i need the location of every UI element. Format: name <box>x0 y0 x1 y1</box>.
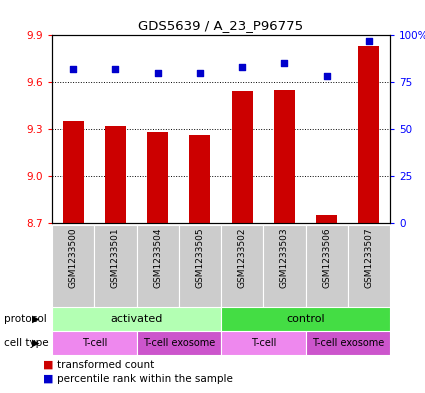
Text: T-cell: T-cell <box>251 338 276 348</box>
Point <box>154 70 161 76</box>
Bar <box>62 121 84 223</box>
Point <box>281 60 288 66</box>
Bar <box>147 132 168 223</box>
Text: control: control <box>286 314 325 324</box>
Text: T-cell exosome: T-cell exosome <box>143 338 215 348</box>
Text: GSM1233504: GSM1233504 <box>153 228 162 288</box>
Bar <box>221 331 306 355</box>
Bar <box>221 307 390 331</box>
Bar <box>52 331 136 355</box>
Bar <box>189 135 210 223</box>
Bar <box>263 225 306 307</box>
Text: percentile rank within the sample: percentile rank within the sample <box>57 374 233 384</box>
Bar <box>306 225 348 307</box>
Bar <box>274 90 295 223</box>
Text: cell type: cell type <box>4 338 49 348</box>
Bar <box>358 46 380 223</box>
Bar <box>221 225 263 307</box>
Text: ▶: ▶ <box>32 314 40 324</box>
Text: GSM1233503: GSM1233503 <box>280 228 289 288</box>
Point <box>323 73 330 79</box>
Text: ■: ■ <box>42 374 53 384</box>
Text: GSM1233501: GSM1233501 <box>111 228 120 288</box>
Bar <box>179 225 221 307</box>
Bar <box>348 225 390 307</box>
Point <box>239 64 246 70</box>
Text: ▶: ▶ <box>32 338 40 348</box>
Bar <box>306 331 390 355</box>
Text: T-cell: T-cell <box>82 338 107 348</box>
Bar <box>105 126 126 223</box>
Bar <box>136 331 221 355</box>
Point <box>366 37 372 44</box>
Point <box>70 66 76 72</box>
Title: GDS5639 / A_23_P96775: GDS5639 / A_23_P96775 <box>139 19 303 33</box>
Text: activated: activated <box>110 314 163 324</box>
Bar <box>232 92 253 223</box>
Bar <box>316 215 337 223</box>
Point <box>196 70 203 76</box>
Text: GSM1233500: GSM1233500 <box>68 228 78 288</box>
Point <box>112 66 119 72</box>
Text: transformed count: transformed count <box>57 360 155 370</box>
Bar <box>94 225 136 307</box>
Bar <box>52 307 221 331</box>
Text: ■: ■ <box>42 360 53 370</box>
Text: GSM1233507: GSM1233507 <box>364 228 374 288</box>
Text: GSM1233505: GSM1233505 <box>196 228 204 288</box>
Text: T-cell exosome: T-cell exosome <box>312 338 384 348</box>
Text: GSM1233506: GSM1233506 <box>322 228 331 288</box>
Bar <box>52 225 94 307</box>
Text: protocol: protocol <box>4 314 47 324</box>
Bar <box>136 225 179 307</box>
Text: GSM1233502: GSM1233502 <box>238 228 246 288</box>
